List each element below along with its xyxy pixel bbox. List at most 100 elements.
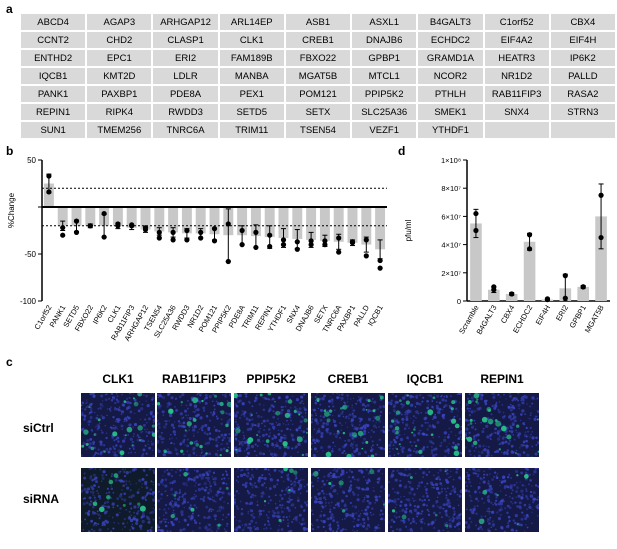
micrograph-image	[157, 468, 231, 532]
data-point	[336, 235, 342, 241]
data-point	[211, 226, 218, 232]
y-tick-label: 4×10⁷	[441, 241, 461, 250]
data-point	[280, 237, 287, 243]
micrograph-image	[388, 393, 462, 457]
data-point	[322, 238, 328, 244]
y-axis-label: pfu/ml	[404, 219, 413, 241]
gene-cell: PPIP5K2	[352, 86, 417, 102]
micrograph-image	[234, 468, 308, 532]
panel-c-letter: c	[6, 355, 13, 369]
gene-cell: RIPK4	[87, 104, 152, 120]
data-point	[60, 232, 66, 238]
gene-grid-row: CCNT2 CHD2 CLASP1 CLK1 CREB1 DNAJB6 ECHDC2 EIF4…	[21, 32, 615, 48]
data-point	[280, 242, 287, 248]
data-point	[580, 284, 586, 290]
bar	[306, 207, 317, 240]
y-tick-label: -100	[20, 297, 37, 306]
gene-cell: ENTHD2	[21, 50, 86, 66]
gene-cell: C1orf52	[484, 14, 549, 30]
gene-cell: PEX1	[219, 86, 284, 102]
data-point	[101, 210, 107, 217]
gene-cell: CLASP1	[153, 32, 218, 48]
data-point	[142, 225, 149, 231]
x-tick-label: ERI2	[554, 304, 570, 323]
y-tick-label: 0	[457, 297, 461, 306]
bar	[154, 207, 165, 232]
data-point	[336, 249, 342, 255]
y-tick-label: -50	[24, 250, 36, 259]
gene-cell: EIF4A2	[484, 32, 549, 48]
bar	[112, 207, 123, 226]
panel-a-letter: a	[6, 2, 13, 16]
micrograph-image	[234, 393, 308, 457]
gene-cell: MTCL1	[352, 68, 417, 84]
micrograph-image	[157, 393, 231, 457]
bar	[43, 183, 54, 207]
data-point	[46, 189, 52, 195]
gene-cell: KMT2D	[87, 68, 152, 84]
bar	[140, 207, 151, 230]
gene-cell: ARL14EP	[219, 14, 284, 30]
data-point	[598, 192, 604, 198]
micrograph-column-label: IQCB1	[406, 372, 444, 386]
gene-grid-row: ENTHD2 EPC1 ERI2 FAM189B FBXO22 GPBP1 GRAMD1A H…	[21, 50, 615, 66]
data-point	[73, 218, 80, 224]
gene-cell: RAB11FIP3	[484, 86, 549, 102]
data-point	[239, 227, 245, 234]
bar	[85, 207, 96, 226]
data-point	[267, 232, 273, 238]
data-point	[473, 210, 479, 217]
gene-cell: TSEN54	[285, 122, 351, 138]
gene-cell: SLC25A36	[352, 104, 417, 120]
gene-cell: ASXL1	[352, 14, 417, 30]
data-point	[211, 238, 218, 244]
pfu-chart: 02×10⁷4×10⁷6×10⁷8×10⁷1×10⁸pfu/mlScramble…	[404, 156, 610, 336]
gene-cell: SUN1	[21, 122, 86, 138]
y-tick-label: 6×10⁷	[441, 212, 461, 221]
bar	[319, 207, 330, 241]
micrograph-image	[388, 468, 462, 532]
bar	[250, 207, 261, 237]
gene-cell: AGAP3	[87, 14, 152, 30]
bar	[126, 207, 137, 228]
data-point	[129, 222, 135, 228]
micrograph-column-label: RAB11FIP3	[161, 372, 227, 386]
micrograph-column-label: REPIN1	[480, 372, 524, 386]
gene-cell: FBXO22	[285, 50, 351, 66]
data-point	[184, 227, 190, 234]
gene-cell: PDE8A	[153, 86, 218, 102]
micrograph-image	[81, 393, 155, 457]
bar	[71, 207, 82, 226]
gene-cell: ERI2	[153, 50, 218, 66]
data-point	[184, 237, 190, 243]
data-point	[473, 227, 479, 234]
x-tick-label: CBX4	[499, 304, 517, 325]
y-tick-label: 8×10⁷	[441, 184, 461, 193]
gene-cell: CHD2	[87, 32, 152, 48]
gene-grid: ABCD4 AGAP3 ARHGAP12 ARL14EP ASB1 ASXL1 B4GALT…	[21, 14, 615, 140]
bar	[278, 207, 289, 239]
data-point	[526, 232, 533, 238]
data-point	[101, 234, 107, 240]
data-point	[225, 258, 231, 265]
data-point	[509, 291, 515, 297]
panel-b-letter: b	[6, 144, 14, 158]
data-point	[87, 223, 93, 229]
micrograph-image	[465, 393, 539, 457]
gene-cell: ABCD4	[21, 14, 86, 30]
data-point	[170, 237, 176, 243]
micrograph-image	[81, 468, 155, 532]
data-point	[491, 287, 497, 293]
bar	[488, 289, 500, 301]
micrograph-panel: CLK1 RAB11FIP3 PPIP5K2 CREB1 IQCB1 REPIN1 siCt…	[0, 355, 617, 549]
gene-grid-row: ABCD4 AGAP3 ARHGAP12 ARL14EP ASB1 ASXL1 B4GALT…	[21, 14, 615, 30]
data-point	[253, 244, 259, 251]
y-tick-label: 1×10⁸	[441, 156, 461, 165]
gene-cell: PAXBP1	[87, 86, 152, 102]
micrograph-image	[311, 393, 385, 457]
gene-cell: CREB1	[285, 32, 351, 48]
data-point	[198, 235, 204, 241]
bar	[595, 216, 607, 301]
data-point	[377, 265, 383, 271]
data-point	[156, 229, 162, 235]
